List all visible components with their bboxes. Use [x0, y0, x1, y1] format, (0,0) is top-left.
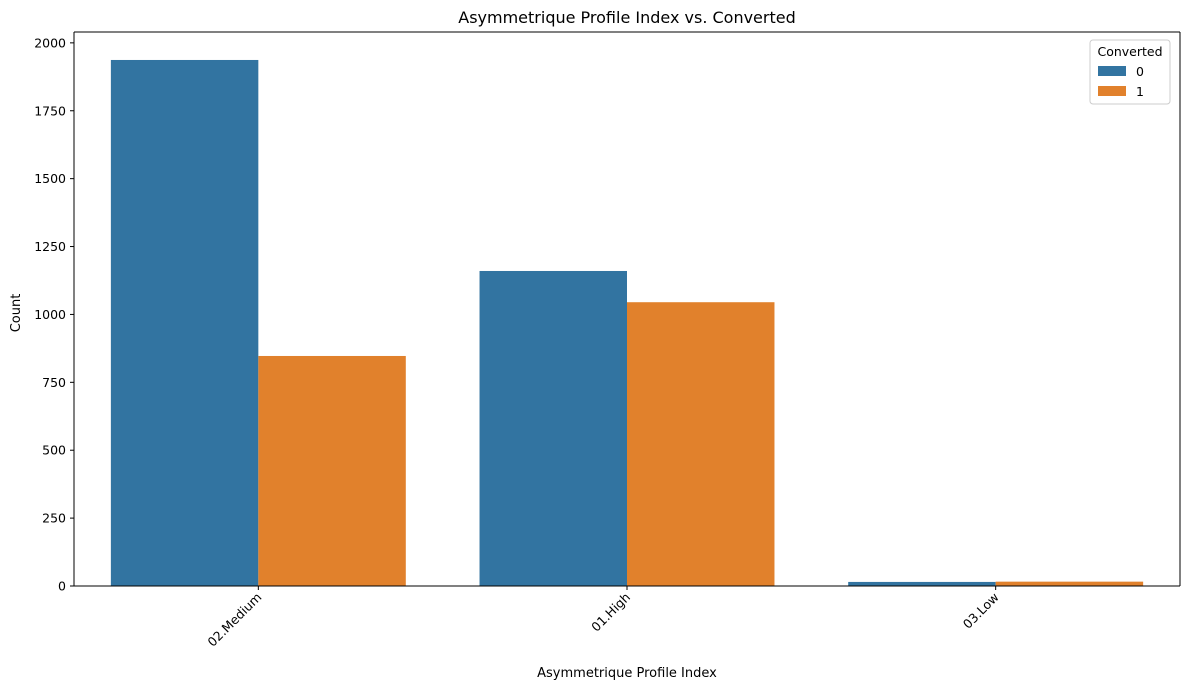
- legend: Converted 0 1: [1089, 39, 1171, 105]
- x-tick-label: 01.High: [588, 590, 633, 635]
- x-tick-label: 02.Medium: [204, 590, 264, 650]
- y-tick-label: 750: [42, 375, 66, 390]
- y-tick-label: 2000: [34, 35, 66, 50]
- legend-swatch-0: [1098, 66, 1126, 76]
- y-tick-label: 1000: [34, 307, 66, 322]
- bar-02.Medium-series-1: [258, 355, 406, 586]
- legend-title: Converted: [1097, 44, 1162, 59]
- bar-01.High-series-1: [627, 302, 775, 586]
- bar-01.High-series-0: [479, 270, 627, 586]
- y-axis-label: Count: [9, 294, 24, 333]
- bar-03.Low-series-1: [995, 581, 1144, 586]
- legend-label-1: 1: [1136, 84, 1144, 99]
- legend-swatch-1: [1098, 86, 1126, 96]
- plot-area: 0 250 500 750 1000 1250 1500 1750 2000 02.Medium 0…: [34, 31, 1181, 650]
- bar-02.Medium-series-0: [110, 59, 259, 587]
- chart-title: Asymmetrique Profile Index vs. Converted: [458, 8, 796, 27]
- y-tick-label: 1500: [34, 171, 66, 186]
- bar-03.Low-series-0: [848, 581, 996, 586]
- y-tick-label: 1750: [34, 103, 66, 118]
- x-axis-label: Asymmetrique Profile Index: [537, 666, 717, 681]
- y-tick-label: 0: [58, 579, 66, 594]
- y-tick-label: 500: [42, 443, 66, 458]
- legend-label-0: 0: [1136, 64, 1144, 79]
- x-tick-label: 03.Low: [960, 590, 1002, 632]
- y-tick-label: 1250: [34, 239, 66, 254]
- y-tick-label: 250: [42, 511, 66, 526]
